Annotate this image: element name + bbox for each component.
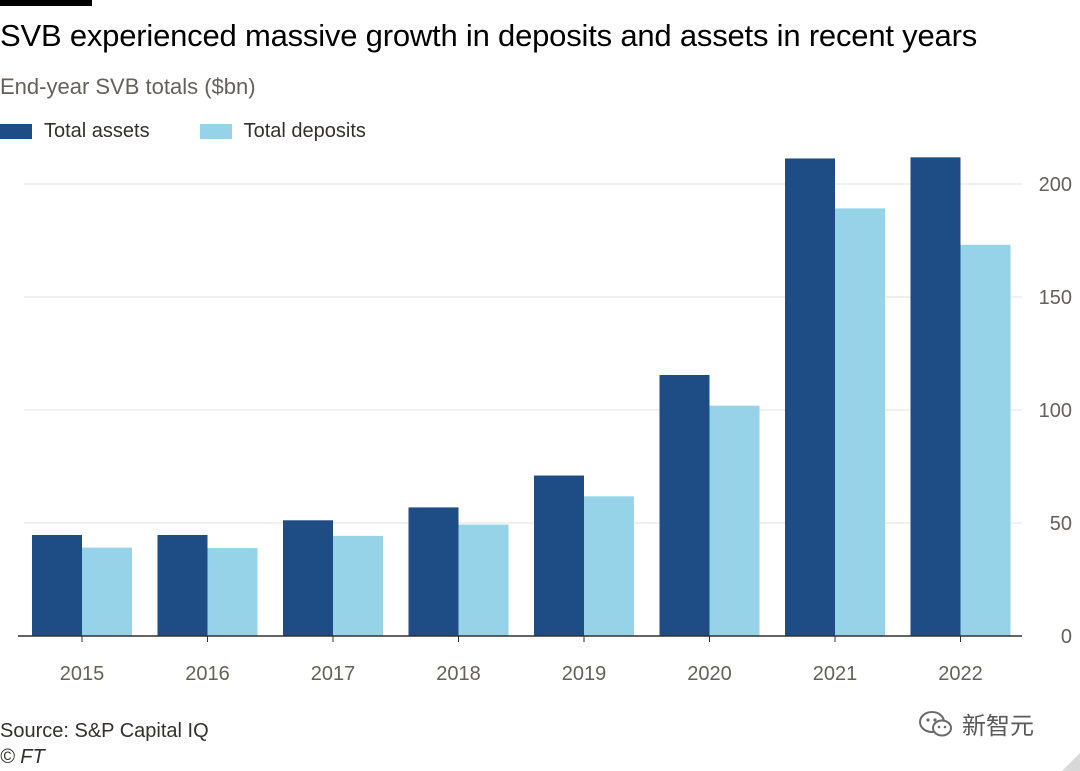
bar-total-assets-2020 [659, 374, 710, 636]
watermark-text: 新智元 [962, 713, 1034, 740]
bar-total-assets-2021 [785, 158, 835, 636]
chart-subtitle: End-year SVB totals ($bn) [0, 74, 256, 99]
x-tick-label-2015: 2015 [60, 663, 105, 685]
x-tick-label-2019: 2019 [562, 663, 607, 685]
corner-fold [1062, 753, 1080, 771]
y-tick-label-0: 0 [1061, 626, 1072, 648]
chart-legend: Total assets Total deposits [0, 120, 416, 143]
legend-item-total-deposits: Total deposits [199, 120, 366, 143]
bar-total-deposits-2015 [82, 547, 132, 636]
x-tick-label-2020: 2020 [687, 663, 732, 685]
chart-title: SVB experienced massive growth in deposi… [0, 18, 977, 53]
bar-total-deposits-2022 [960, 244, 1011, 636]
legend-item-total-assets: Total assets [0, 120, 150, 143]
x-tick-label-2016: 2016 [185, 663, 230, 685]
x-tick-label-2018: 2018 [436, 663, 481, 685]
bar-total-deposits-2021 [835, 208, 885, 636]
copyright-credit: © FT [0, 746, 45, 768]
bar-total-deposits-2019 [584, 496, 634, 636]
x-tick-label-2021: 2021 [813, 663, 858, 685]
y-tick-label-100: 100 [1039, 400, 1072, 422]
legend-swatch-total-deposits [199, 124, 232, 139]
source-note: Source: S&P Capital IQ [0, 720, 209, 742]
bar-total-assets-2019 [534, 475, 584, 636]
bar-total-assets-2017 [283, 520, 333, 636]
bar-total-assets-2016 [157, 534, 208, 636]
bar-total-deposits-2020 [709, 405, 760, 636]
y-tick-label-200: 200 [1039, 174, 1072, 196]
y-tick-label-150: 150 [1039, 287, 1072, 309]
watermark: 新智元 [918, 706, 1034, 741]
y-tick-label-50: 50 [1050, 513, 1072, 535]
bar-total-assets-2018 [408, 507, 459, 636]
wechat-icon [919, 710, 952, 736]
x-tick-label-2017: 2017 [311, 663, 356, 685]
legend-label-total-assets: Total assets [44, 120, 150, 142]
bar-total-deposits-2017 [333, 535, 383, 636]
bar-total-deposits-2016 [207, 548, 258, 636]
bar-total-deposits-2018 [458, 524, 509, 636]
ft-top-bar [0, 0, 92, 6]
legend-label-total-deposits: Total deposits [243, 120, 366, 142]
x-tick-label-2022: 2022 [938, 663, 983, 685]
bar-total-assets-2015 [32, 534, 82, 636]
legend-swatch-total-assets [0, 124, 32, 139]
bar-total-assets-2022 [910, 157, 961, 636]
